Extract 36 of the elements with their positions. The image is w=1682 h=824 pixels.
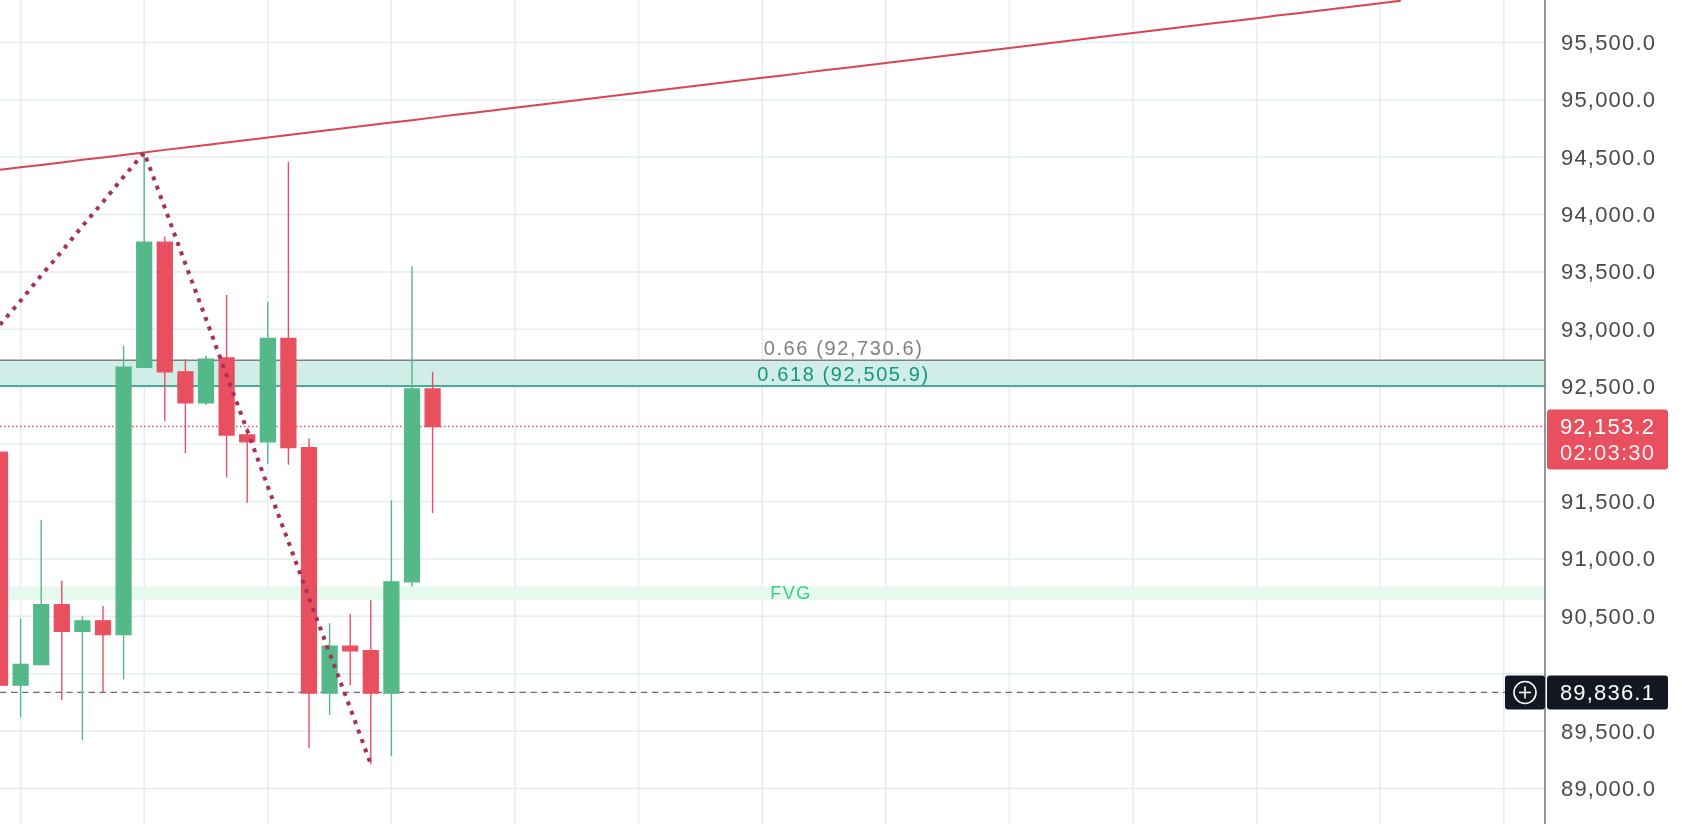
candlestick [156, 235, 173, 422]
candlestick [239, 427, 256, 504]
y-tick-label: 91,500.0 [1561, 489, 1657, 515]
candlestick [94, 605, 112, 693]
candlestick [259, 301, 276, 465]
candlestick [300, 437, 318, 749]
y-tick-label: 94,500.0 [1561, 144, 1657, 170]
band-label: FVG [770, 583, 812, 604]
y-tick-label: 92,500.0 [1561, 374, 1657, 400]
ref-line-label: 0.618 (92,505.9) [757, 363, 930, 386]
text: 02:03:30 [1559, 440, 1656, 466]
candlestick [342, 613, 359, 686]
y-tick-label: 91,000.0 [1561, 546, 1657, 572]
candlestick [383, 499, 400, 757]
candlestick [53, 580, 70, 701]
candlestick [136, 151, 153, 368]
ref-line-label: 89,836.1 [1559, 679, 1656, 705]
line-series [0, 0, 1402, 171]
y-tick-label: 89,000.0 [1561, 775, 1657, 801]
candlestick [115, 344, 132, 681]
y-tick-label: 95,500.0 [1561, 29, 1657, 55]
candlestick [403, 265, 421, 588]
y-tick-label: 94,000.0 [1561, 202, 1657, 228]
y-tick-label: 93,000.0 [1561, 316, 1657, 342]
y-tick-label: 93,500.0 [1561, 259, 1657, 285]
candlestick [33, 519, 50, 666]
y-tick-label: 89,500.0 [1561, 718, 1657, 744]
candlestick [321, 622, 338, 716]
ref-line-label: 92,153.2 [1559, 414, 1656, 440]
y-tick-label: 90,500.0 [1561, 603, 1657, 629]
candlestick [74, 615, 91, 741]
y-tick-label: 95,000.0 [1561, 87, 1657, 113]
candlestick [12, 617, 29, 718]
candlestick [197, 355, 215, 406]
candlestick [362, 599, 379, 766]
ref-line-label: 0.66 (92,730.6) [763, 337, 924, 360]
